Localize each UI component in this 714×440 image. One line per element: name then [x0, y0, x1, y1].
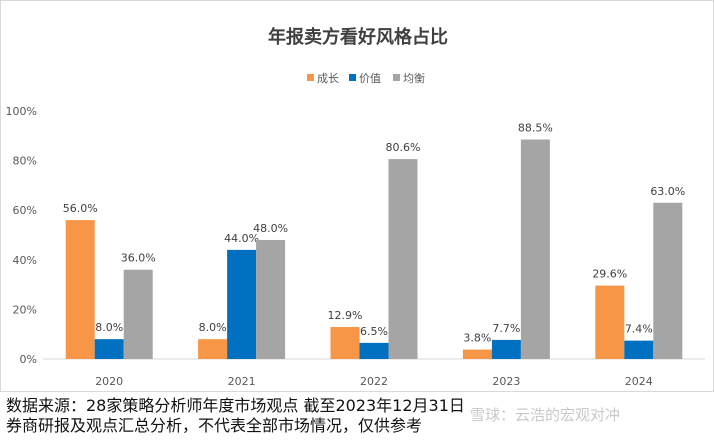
y-tick-label: 80%: [13, 155, 37, 168]
data-label: 48.0%: [253, 222, 288, 235]
data-label: 63.0%: [650, 185, 685, 198]
legend-swatch-3: [393, 74, 400, 81]
bar: [330, 327, 360, 359]
source-line-2: 券商研报及观点汇总分析，不代表全部市场情况，仅供参考: [6, 416, 423, 435]
data-label: 6.5%: [360, 325, 388, 338]
bar: [65, 220, 95, 359]
legend-label-2: 价值: [359, 72, 381, 85]
y-tick-label: 0%: [20, 353, 37, 366]
data-label: 29.6%: [592, 268, 627, 281]
source-line-1: 数据来源：28家策略分析师年度市场观点 截至2023年12月31日: [6, 396, 465, 415]
bar: [520, 139, 550, 359]
bar: [653, 202, 683, 359]
data-label: 88.5%: [518, 122, 553, 135]
data-label: 8.0%: [95, 321, 123, 334]
watermark: 雪球：云浩的宏观对冲: [470, 404, 620, 425]
watermark-text: 雪球：云浩的宏观对冲: [470, 406, 621, 424]
data-label: 7.4%: [625, 323, 653, 336]
data-label: 56.0%: [63, 202, 98, 215]
x-tick-label: 2022: [360, 375, 388, 388]
legend-swatch-2: [349, 74, 356, 81]
bar: [624, 340, 654, 359]
x-tick-label: 2020: [95, 375, 123, 388]
legend-label-1: 成长: [317, 72, 339, 85]
x-tick-label: 2021: [228, 375, 256, 388]
bar: [595, 285, 625, 359]
y-tick-label: 60%: [13, 204, 37, 217]
y-tick-label: 20%: [13, 303, 37, 316]
data-label: 36.0%: [121, 252, 156, 265]
data-label: 8.0%: [199, 321, 227, 334]
chart-title: 年报卖方看好风格占比: [268, 26, 448, 48]
y-tick-label: 40%: [13, 254, 37, 267]
bar: [359, 342, 389, 359]
bar: [123, 269, 153, 359]
bar: [94, 339, 124, 359]
data-label: 80.6%: [386, 141, 421, 154]
x-tick-label: 2023: [492, 375, 520, 388]
y-tick-label: 100%: [6, 105, 37, 118]
data-label: 3.8%: [463, 332, 491, 345]
x-tick-label: 2024: [625, 375, 653, 388]
bar: [462, 349, 492, 359]
data-label: 7.7%: [492, 322, 520, 335]
bar: [198, 339, 228, 359]
legend-label-3: 均衡: [403, 72, 425, 85]
data-label: 44.0%: [224, 232, 259, 245]
bar: [388, 159, 418, 359]
bar: [491, 339, 521, 359]
bar: [256, 239, 286, 359]
data-label: 12.9%: [328, 309, 363, 322]
chart-area: 年报卖方看好风格占比成长 价值 均衡 0% 20% 40% 60% 80% 100% 56.0% 8…: [0, 0, 714, 392]
legend-swatch-1: [307, 74, 314, 81]
source-note: 数据来源：28家策略分析师年度市场观点 截至2023年12月31日 券商研报及观…: [6, 396, 465, 436]
bar: [227, 249, 257, 359]
